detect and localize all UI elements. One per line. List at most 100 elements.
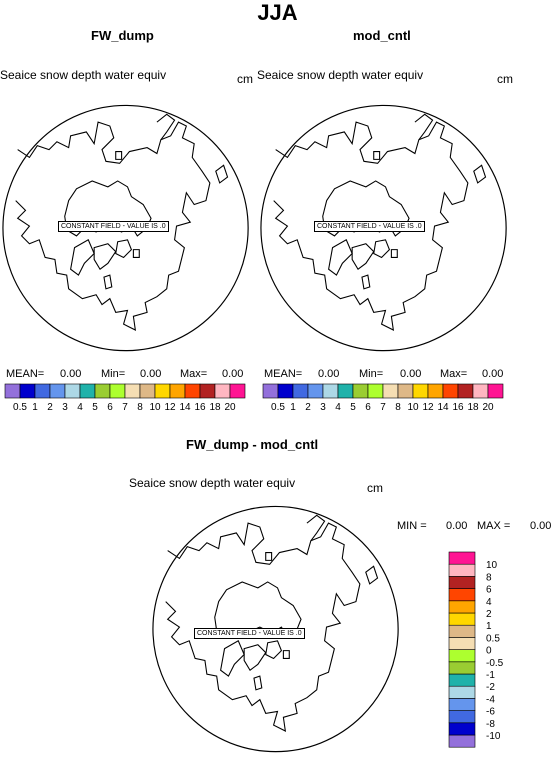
mean-value-fw-dump: 0.00 xyxy=(60,368,82,380)
colorbar-tick-label: 7 xyxy=(380,402,386,413)
colorbar-tick-label: 18 xyxy=(209,402,221,413)
colorbar-tick-label: 6 xyxy=(486,585,492,596)
units-label-mod-cntl: cm xyxy=(497,72,513,86)
colorbar-swatch xyxy=(64,383,81,399)
colorbar-tick-label: -0.5 xyxy=(486,658,504,669)
colorbar-tick-label: -4 xyxy=(486,694,495,705)
colorbar-swatch xyxy=(352,383,369,399)
colorbar-fw-dump: 0.5 1 2 3 4 5 6 7 8 10 12 14 16 18 20 xyxy=(4,383,246,413)
colorbar-swatch xyxy=(448,661,476,675)
colorbar-tick-label: 2 xyxy=(47,402,53,413)
colorbar-swatch xyxy=(442,383,459,399)
colorbar-tick-label: 12 xyxy=(164,402,176,413)
colorbar-tick-label: -10 xyxy=(486,731,501,742)
colorbar-tick-label: 20 xyxy=(224,402,236,413)
colorbar-swatch xyxy=(448,673,476,687)
colorbar-swatch xyxy=(427,383,444,399)
constant-field-note-difference: CONSTANT FIELD - VALUE IS .0 xyxy=(194,628,305,639)
colorbar-swatch xyxy=(307,383,324,399)
colorbar-tick-label: 18 xyxy=(467,402,479,413)
colorbar-swatch xyxy=(4,383,21,399)
colorbar-tick-label: -2 xyxy=(486,682,495,693)
colorbar-swatch xyxy=(448,637,476,650)
colorbar-tick-label: 16 xyxy=(452,402,464,413)
colorbar-swatch xyxy=(448,649,476,663)
min-value-fw-dump: 0.00 xyxy=(140,368,162,380)
units-label-difference: cm xyxy=(367,481,383,495)
max-value-difference: 0.00 xyxy=(530,520,552,532)
max-label-mod-cntl: Max= xyxy=(440,368,468,380)
colorbar-swatch xyxy=(448,588,476,602)
colorbar-swatch xyxy=(262,383,279,399)
colorbar-swatch xyxy=(448,551,476,565)
colorbar-tick-label: 4 xyxy=(77,402,83,413)
colorbar-tick-label: 6 xyxy=(107,402,113,413)
colorbar-swatch xyxy=(487,383,504,399)
max-value-mod-cntl: 0.00 xyxy=(482,368,504,380)
colorbar-swatch xyxy=(448,734,476,748)
max-label-fw-dump: Max= xyxy=(180,368,208,380)
colorbar-tick-label: 8 xyxy=(395,402,401,413)
colorbar-swatch xyxy=(184,383,201,399)
colorbar-swatch xyxy=(448,600,476,614)
colorbar-swatch xyxy=(109,383,126,399)
units-label-fw-dump: cm xyxy=(237,72,253,86)
main-title: JJA xyxy=(257,0,298,25)
colorbar-tick-label: 2 xyxy=(305,402,311,413)
colorbar-tick-label: 6 xyxy=(365,402,371,413)
colorbar-tick-label: 8 xyxy=(486,572,492,583)
coastlines xyxy=(273,113,487,331)
colorbar-tick-label: 1 xyxy=(486,621,492,632)
colorbar-swatch xyxy=(94,383,111,399)
colorbar-swatch xyxy=(229,383,246,399)
colorbar-tick-label: 8 xyxy=(137,402,143,413)
mean-value-mod-cntl: 0.00 xyxy=(318,368,340,380)
colorbar-swatch xyxy=(448,722,476,736)
colorbar-tick-label: 1 xyxy=(290,402,296,413)
colorbar-tick-label: -8 xyxy=(486,719,495,730)
colorbar-tick-label: 10 xyxy=(486,560,498,571)
colorbar-tick-label: 12 xyxy=(422,402,434,413)
colorbar-swatch xyxy=(457,383,474,399)
panel-title-fw-dump: FW_dump xyxy=(91,28,154,43)
min-value-difference: 0.00 xyxy=(446,520,468,532)
max-label-difference: MAX = xyxy=(477,520,511,532)
colorbar-tick-label: 10 xyxy=(407,402,419,413)
colorbar-swatch xyxy=(448,624,476,638)
colorbar-tick-label: 0 xyxy=(486,646,492,657)
colorbar-swatch xyxy=(448,685,476,699)
colorbar-tick-label: -6 xyxy=(486,707,495,718)
colorbar-tick-label: 0.5 xyxy=(13,402,27,413)
colorbar-swatch xyxy=(448,698,476,711)
colorbar-swatch xyxy=(49,383,66,399)
colorbar-tick-label: 3 xyxy=(62,402,68,413)
max-value-fw-dump: 0.00 xyxy=(222,368,244,380)
colorbar-swatch xyxy=(154,383,171,399)
colorbar-tick-label: 16 xyxy=(194,402,206,413)
variable-label-mod-cntl: Seaice snow depth water equiv xyxy=(257,68,424,82)
colorbar-tick-label: 1 xyxy=(32,402,38,413)
min-label-difference: MIN = xyxy=(397,520,427,532)
colorbar-swatch xyxy=(214,383,231,399)
colorbar-swatch xyxy=(139,383,156,399)
colorbar-swatch xyxy=(277,383,294,399)
colorbar-tick-label: 5 xyxy=(92,402,98,413)
colorbar-swatch xyxy=(412,383,429,399)
colorbar-tick-label: 4 xyxy=(335,402,341,413)
min-value-mod-cntl: 0.00 xyxy=(400,368,422,380)
colorbar-swatch xyxy=(448,576,476,589)
colorbar-tick-label: 7 xyxy=(122,402,128,413)
min-label-mod-cntl: Min= xyxy=(359,368,384,380)
colorbar-tick-label: 4 xyxy=(486,597,492,608)
colorbar-swatch xyxy=(292,383,309,399)
colorbar-swatch xyxy=(448,612,476,626)
min-label-fw-dump: Min= xyxy=(101,368,126,380)
colorbar-swatch xyxy=(382,383,399,399)
colorbar-swatch xyxy=(367,383,384,399)
colorbar-swatch xyxy=(322,383,339,399)
coastlines xyxy=(15,113,229,331)
constant-field-note-fw-dump: CONSTANT FIELD - VALUE IS .0 xyxy=(58,221,169,232)
colorbar-swatch xyxy=(397,383,414,399)
colorbar-tick-label: 5 xyxy=(350,402,356,413)
